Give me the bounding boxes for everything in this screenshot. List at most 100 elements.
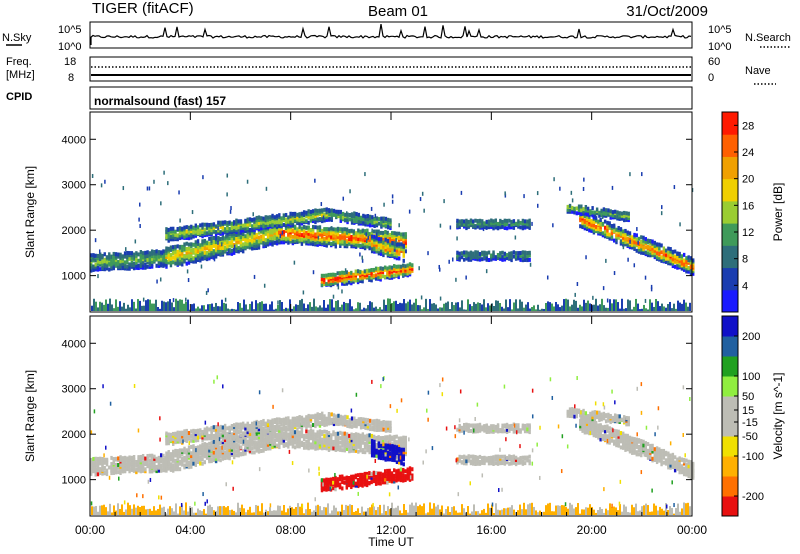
range-gate xyxy=(382,422,385,427)
range-gate xyxy=(368,447,371,452)
clutter-column xyxy=(175,503,177,515)
clutter-column xyxy=(233,309,235,311)
range-gate xyxy=(386,420,390,425)
clutter-column xyxy=(437,308,439,311)
range-gate xyxy=(275,420,279,425)
range-gate xyxy=(169,245,173,250)
range-gate xyxy=(114,260,118,265)
range-gate xyxy=(110,471,113,476)
range-gate xyxy=(271,418,274,423)
range-gate xyxy=(352,229,356,234)
echo-pixel xyxy=(395,237,397,242)
range-gate xyxy=(176,461,179,466)
range-gate xyxy=(606,220,609,225)
range-gate xyxy=(187,430,191,435)
range-gate xyxy=(602,210,606,215)
range-gate xyxy=(357,215,361,220)
range-gate xyxy=(165,259,168,264)
clutter-column xyxy=(539,309,541,311)
range-gate xyxy=(384,425,388,430)
range-gate xyxy=(314,416,317,421)
range-gate xyxy=(320,277,324,282)
range-gate xyxy=(232,433,236,438)
range-gate xyxy=(192,428,195,433)
range-gate xyxy=(357,243,360,248)
range-gate xyxy=(94,456,97,461)
range-gate xyxy=(402,258,405,263)
range-gate xyxy=(260,234,263,239)
range-gate xyxy=(334,244,337,249)
range-gate xyxy=(606,232,609,237)
clutter-column xyxy=(283,504,285,515)
range-gate xyxy=(264,231,267,236)
range-gate xyxy=(594,218,598,223)
range-gate xyxy=(264,238,267,243)
range-gate xyxy=(176,464,179,469)
clutter-column xyxy=(313,510,315,515)
range-gate xyxy=(327,233,331,238)
range-gate xyxy=(662,252,666,257)
range-gate xyxy=(296,432,299,437)
range-gate xyxy=(384,242,387,247)
range-gate xyxy=(275,241,279,246)
range-gate xyxy=(361,279,364,284)
echo-pixel xyxy=(303,212,305,217)
echo-pixel xyxy=(661,205,663,210)
range-gate xyxy=(275,227,279,232)
range-gate xyxy=(655,251,659,256)
clutter-column xyxy=(609,503,611,515)
echo-pixel xyxy=(229,209,232,214)
range-gate xyxy=(117,456,120,461)
range-gate xyxy=(148,264,152,269)
range-gate xyxy=(273,228,277,233)
range-gate xyxy=(110,258,113,263)
clutter-column xyxy=(641,308,643,311)
range-gate xyxy=(373,249,376,254)
range-gate xyxy=(382,216,385,221)
range-gate xyxy=(456,253,459,258)
range-gate xyxy=(214,456,218,461)
range-gate xyxy=(318,415,322,420)
echo-pixel xyxy=(374,213,377,218)
range-gate xyxy=(580,207,583,212)
clutter-column xyxy=(623,308,625,311)
clutter-column xyxy=(585,507,587,515)
clutter-column xyxy=(341,304,343,311)
echo-pixel xyxy=(226,192,228,197)
range-gate xyxy=(339,421,342,426)
clutter-column xyxy=(671,308,673,311)
range-gate xyxy=(226,441,229,446)
range-gate xyxy=(494,225,497,230)
clutter-column xyxy=(409,299,411,311)
clutter-column xyxy=(577,503,579,515)
range-gate xyxy=(346,212,349,217)
range-gate xyxy=(368,427,372,432)
clutter-column xyxy=(613,299,615,311)
range-gate xyxy=(305,239,308,244)
clutter-column xyxy=(367,305,369,311)
range-gate xyxy=(183,450,186,455)
range-gate xyxy=(323,416,326,421)
range-gate xyxy=(404,267,407,272)
colorbar-cell xyxy=(722,178,738,202)
range-gate xyxy=(606,227,609,232)
range-gate xyxy=(505,226,509,231)
range-gate xyxy=(667,246,670,251)
range-gate xyxy=(257,245,261,250)
range-gate xyxy=(248,423,252,428)
range-gate xyxy=(190,429,193,434)
range-gate xyxy=(253,424,256,429)
clutter-column xyxy=(647,309,649,311)
range-gate xyxy=(566,207,569,212)
range-gate xyxy=(328,217,331,222)
range-gate xyxy=(327,436,331,441)
range-gate xyxy=(144,467,147,472)
range-gate xyxy=(96,456,100,461)
range-gate xyxy=(223,240,227,245)
range-gate xyxy=(601,221,605,226)
range-gate xyxy=(289,211,292,216)
range-gate xyxy=(521,221,525,226)
range-gate xyxy=(646,247,650,252)
range-gate xyxy=(341,418,345,423)
range-gate xyxy=(359,229,362,234)
